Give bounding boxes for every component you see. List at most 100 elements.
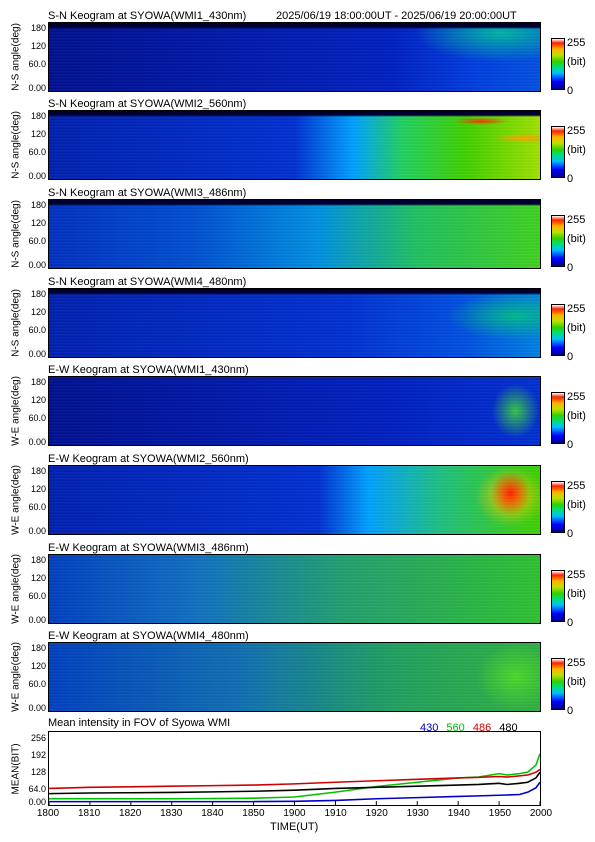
colorbar-label: (bit) (567, 144, 586, 156)
y-axis-label: W-E angle(deg) (9, 642, 23, 712)
keogram-fill (49, 555, 540, 623)
colorbar-label: 0 (567, 173, 574, 185)
y-tick-label: 60.0 (28, 147, 46, 157)
mean-ytick: 192 (30, 750, 46, 760)
panel-title: S-N Keogram at SYOWA(WMI2_560nm) (48, 98, 247, 110)
series-line-560 (49, 753, 540, 800)
keogram-image (48, 288, 541, 358)
x-tick-label: 1930 (406, 808, 429, 819)
colorbar-label: 255 (567, 657, 586, 669)
colorbar-label: 0 (567, 528, 574, 540)
y-axis-label-text: W-E angle(deg) (10, 554, 22, 624)
keogram-texture (49, 555, 540, 623)
y-tick-label: 60.0 (28, 413, 46, 423)
keogram-image (48, 642, 541, 712)
y-axis-label-text: N-S angle(deg) (10, 23, 22, 91)
keogram-image (48, 554, 541, 624)
colorbar (551, 392, 565, 444)
colorbar (551, 126, 565, 178)
x-axis-label: TIME(UT) (270, 821, 319, 833)
mean-ytick: 0.00 (28, 797, 46, 807)
mean-ytick: 256 (30, 733, 46, 743)
x-tick-label: 1840 (201, 808, 224, 819)
panel-title: E-W Keogram at SYOWA(WMI2_560nm) (48, 453, 249, 465)
keogram-edge (49, 111, 540, 179)
colorbar-label: 0 (567, 85, 574, 97)
y-axis-label: N-S angle(deg) (9, 288, 23, 358)
keogram-fill (49, 643, 540, 711)
keogram-image (48, 110, 541, 180)
panel-title: S-N Keogram at SYOWA(WMI3_486nm) (48, 187, 247, 199)
keogram-image (48, 465, 541, 535)
colorbar-label: (bit) (567, 499, 586, 511)
colorbar-label: (bit) (567, 56, 586, 68)
y-tick-label: 0.00 (28, 349, 46, 359)
x-tick-label: 1950 (488, 808, 512, 819)
y-axis-label: N-S angle(deg) (9, 199, 23, 269)
keogram-fill (49, 466, 540, 534)
colorbar-label: (bit) (567, 233, 586, 245)
y-tick-label: 120 (30, 395, 46, 405)
y-tick-label: 120 (30, 484, 46, 494)
y-tick-label: 180 (30, 23, 46, 33)
y-tick-label: 0.00 (28, 260, 46, 270)
series-line-480 (49, 771, 540, 795)
keogram-edge (49, 23, 540, 91)
colorbar-label: 0 (567, 705, 574, 717)
y-tick-label: 120 (30, 218, 46, 228)
keogram-image (48, 199, 541, 269)
x-tick-label: 1810 (77, 808, 101, 819)
colorbar-label: 255 (567, 37, 586, 49)
y-tick-label: 120 (30, 307, 46, 317)
mean-ytick: 64.0 (28, 784, 46, 794)
y-tick-label: 120 (30, 41, 46, 51)
mean-y-axis-label: MEAN(BIT) (10, 742, 22, 795)
keogram-edge (49, 200, 540, 268)
y-axis-label: N-S angle(deg) (9, 110, 23, 180)
y-tick-label: 60.0 (28, 591, 46, 601)
y-axis-label-text: N-S angle(deg) (10, 200, 22, 268)
colorbar-label: 255 (567, 480, 586, 492)
panel-title: S-N Keogram at SYOWA(WMI1_430nm) (48, 10, 247, 22)
keogram-edge (49, 289, 540, 357)
mean-title: Mean intensity in FOV of Syowa WMI (48, 717, 231, 729)
x-tick-label: 1820 (119, 808, 142, 819)
y-tick-label: 60.0 (28, 325, 46, 335)
colorbar-label: 255 (567, 214, 586, 226)
y-tick-label: 0.00 (28, 526, 46, 536)
colorbar (551, 658, 565, 710)
keogram-fill (49, 377, 540, 445)
panel-title: E-W Keogram at SYOWA(WMI4_480nm) (48, 630, 249, 642)
colorbar-label: 0 (567, 262, 574, 274)
colorbar (551, 570, 565, 622)
x-tick-label: 1910 (324, 808, 347, 819)
colorbar-label: 0 (567, 439, 574, 451)
y-tick-label: 180 (30, 643, 46, 653)
y-tick-label: 60.0 (28, 502, 46, 512)
series-line-430 (49, 781, 540, 803)
colorbar-label: (bit) (567, 676, 586, 688)
x-tick-label: 1800 (36, 808, 60, 819)
colorbar-label: 255 (567, 391, 586, 403)
colorbar (551, 304, 565, 356)
x-tick-label: 1900 (283, 808, 306, 819)
x-tick-label: 1920 (365, 808, 388, 819)
y-tick-label: 180 (30, 555, 46, 565)
y-tick-label: 0.00 (28, 171, 46, 181)
x-tick-label: 1940 (447, 808, 470, 819)
y-axis-label: W-E angle(deg) (9, 554, 23, 624)
colorbar-label: 255 (567, 303, 586, 315)
colorbar (551, 38, 565, 90)
y-tick-label: 0.00 (28, 437, 46, 447)
y-axis-label: W-E angle(deg) (9, 465, 23, 535)
colorbar-label: (bit) (567, 588, 586, 600)
y-tick-label: 0.00 (28, 83, 46, 93)
y-tick-label: 120 (30, 661, 46, 671)
y-axis-label-text: N-S angle(deg) (10, 111, 22, 179)
colorbar (551, 215, 565, 267)
x-tick-label: 1830 (160, 808, 183, 819)
keogram-texture (49, 466, 540, 534)
y-tick-label: 180 (30, 289, 46, 299)
colorbar-label: (bit) (567, 410, 586, 422)
colorbar-label: 255 (567, 569, 586, 581)
